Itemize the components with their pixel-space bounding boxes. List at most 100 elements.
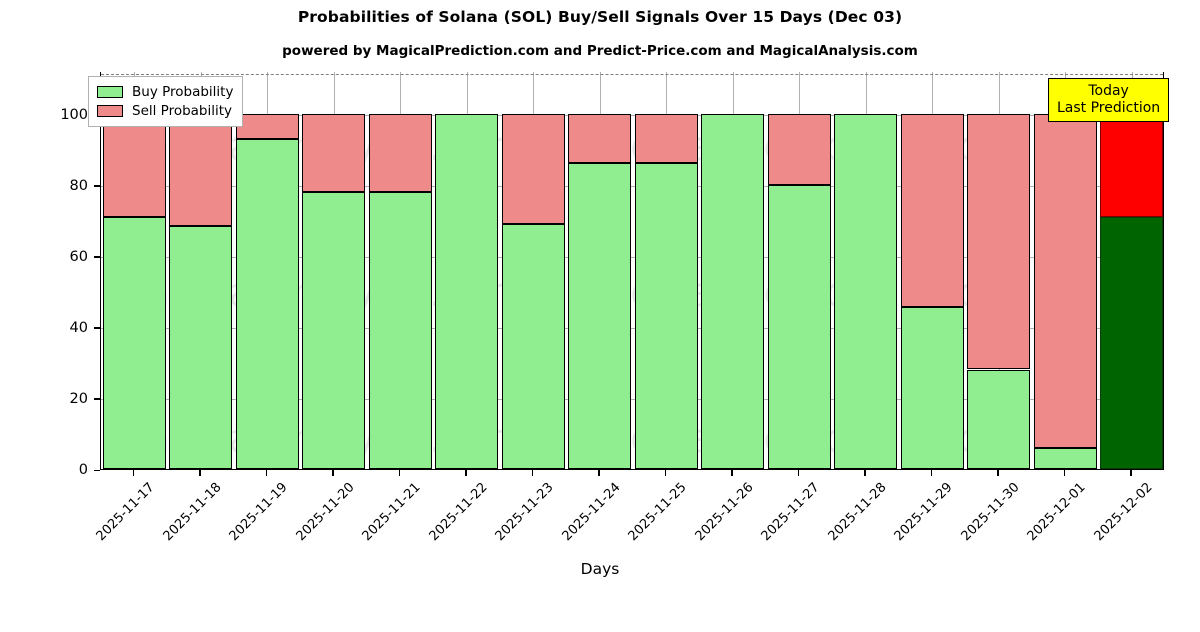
x-tick-mark <box>132 470 135 476</box>
x-tick-label: 2025-12-01 <box>1024 480 1089 545</box>
x-tick-label: 2025-11-25 <box>625 480 690 545</box>
bar-segment-buy <box>834 113 898 469</box>
legend-item-buy[interactable]: Buy Probability <box>97 82 233 101</box>
y-tick-label: 0 <box>78 462 88 478</box>
bar-today[interactable] <box>1100 72 1163 469</box>
bar[interactable] <box>435 72 499 469</box>
y-tick-label: 20 <box>69 390 88 407</box>
x-tick-mark <box>598 470 600 476</box>
x-tick-mark <box>1130 470 1132 476</box>
y-tick-mark <box>94 469 100 471</box>
bar-segment-sell <box>767 113 831 185</box>
x-tick-mark <box>465 470 467 476</box>
y-tick-label: 40 <box>69 319 88 336</box>
legend-swatch-buy <box>97 85 123 98</box>
x-tick-label: 2025-11-30 <box>958 480 1023 545</box>
bar[interactable] <box>701 72 765 469</box>
bar[interactable] <box>368 72 432 469</box>
y-gridline <box>101 114 1163 116</box>
bar[interactable] <box>568 72 632 469</box>
bar-segment-sell <box>568 113 632 164</box>
y-tick-mark <box>94 398 100 400</box>
x-tick-label: 2025-12-02 <box>1091 480 1156 545</box>
today-annotation: Today Last Prediction <box>1048 78 1170 123</box>
bar-segment-sell <box>1033 113 1097 448</box>
x-tick-mark <box>332 470 334 476</box>
chart-figure: Probabilities of Solana (SOL) Buy/Sell S… <box>60 8 1170 578</box>
bar-segment-buy <box>1033 447 1097 469</box>
x-tick-mark <box>664 470 667 476</box>
x-tick-label: 2025-11-22 <box>426 480 491 545</box>
bar-segment-buy <box>701 113 765 469</box>
bar-segment-buy <box>302 191 366 469</box>
bar-segment-buy <box>169 225 233 469</box>
bar-segment-sell <box>501 113 565 224</box>
bar[interactable] <box>235 72 299 469</box>
bar-segment-sell <box>235 113 299 139</box>
x-tick-label: 2025-11-23 <box>492 480 557 545</box>
x-tick-label: 2025-11-28 <box>825 480 890 545</box>
bar-segment-sell <box>900 113 964 308</box>
today-annotation-line1: Today <box>1088 83 1129 99</box>
legend-swatch-sell <box>97 104 123 117</box>
bar-segment-buy <box>435 113 499 469</box>
chart-subtitle: powered by MagicalPrediction.com and Pre… <box>282 43 918 59</box>
x-tick-mark <box>864 470 866 476</box>
bar[interactable] <box>501 72 565 469</box>
y-gridline <box>101 398 1163 400</box>
chart-legend: Buy Probability Sell Probability <box>88 76 244 127</box>
bar[interactable] <box>767 72 831 469</box>
x-tick-mark <box>797 470 800 476</box>
legend-label-sell: Sell Probability <box>132 102 233 119</box>
today-annotation-line2: Last Prediction <box>1057 99 1161 116</box>
bar-segment-buy <box>102 216 166 469</box>
bar-segment-buy <box>900 307 964 469</box>
x-tick-mark <box>199 470 201 476</box>
y-gridline <box>101 327 1163 329</box>
bar[interactable] <box>302 72 366 469</box>
x-tick-label: 2025-11-26 <box>692 480 757 545</box>
x-tick-mark <box>531 470 534 476</box>
x-tick-label: 2025-11-27 <box>758 480 823 545</box>
bar[interactable] <box>634 72 698 469</box>
y-tick-label: 80 <box>69 177 88 194</box>
bar[interactable] <box>834 72 898 469</box>
bar[interactable] <box>102 72 166 469</box>
y-tick-mark <box>94 185 100 187</box>
y-tick-mark <box>94 327 100 329</box>
y-tick-label: 100 <box>60 106 88 123</box>
chart-title: Probabilities of Solana (SOL) Buy/Sell S… <box>297 8 903 26</box>
bar-segment-buy <box>634 163 698 469</box>
legend-label-buy: Buy Probability <box>132 83 234 100</box>
x-tick-label: 2025-11-21 <box>359 480 424 545</box>
bar-segment-buy <box>568 163 632 469</box>
x-tick-mark <box>930 470 933 476</box>
y-tick-mark <box>94 256 100 258</box>
bar-segment-sell <box>368 113 432 192</box>
bar-segment-buy <box>767 184 831 469</box>
bar-segment-buy <box>235 138 299 469</box>
bar[interactable] <box>900 72 964 469</box>
bar-segment-sell <box>634 113 698 164</box>
legend-item-sell[interactable]: Sell Probability <box>97 101 233 120</box>
bar[interactable] <box>1033 72 1097 469</box>
bar-segment-buy <box>1100 216 1163 469</box>
x-axis-label: Days <box>580 560 620 578</box>
bar[interactable] <box>169 72 233 469</box>
x-tick-label: 2025-11-24 <box>559 480 624 545</box>
bar-segment-sell <box>967 113 1031 370</box>
x-tick-label: 2025-11-17 <box>93 480 158 545</box>
bar-segment-sell <box>1100 113 1163 217</box>
threshold-dashed-line <box>101 73 1163 75</box>
bar[interactable] <box>967 72 1031 469</box>
x-tick-label: 2025-11-18 <box>160 480 225 545</box>
bar-segment-buy <box>368 191 432 469</box>
plot-area: MagicalAnalysis.comMagicalPrediction.com… <box>100 72 1164 470</box>
y-gridline <box>101 256 1163 258</box>
bar-segment-buy <box>501 223 565 469</box>
y-tick-label: 60 <box>69 248 88 265</box>
x-tick-mark <box>1063 470 1066 476</box>
y-gridline <box>101 185 1163 187</box>
x-tick-label: 2025-11-19 <box>226 480 291 545</box>
x-tick-mark <box>265 470 268 476</box>
